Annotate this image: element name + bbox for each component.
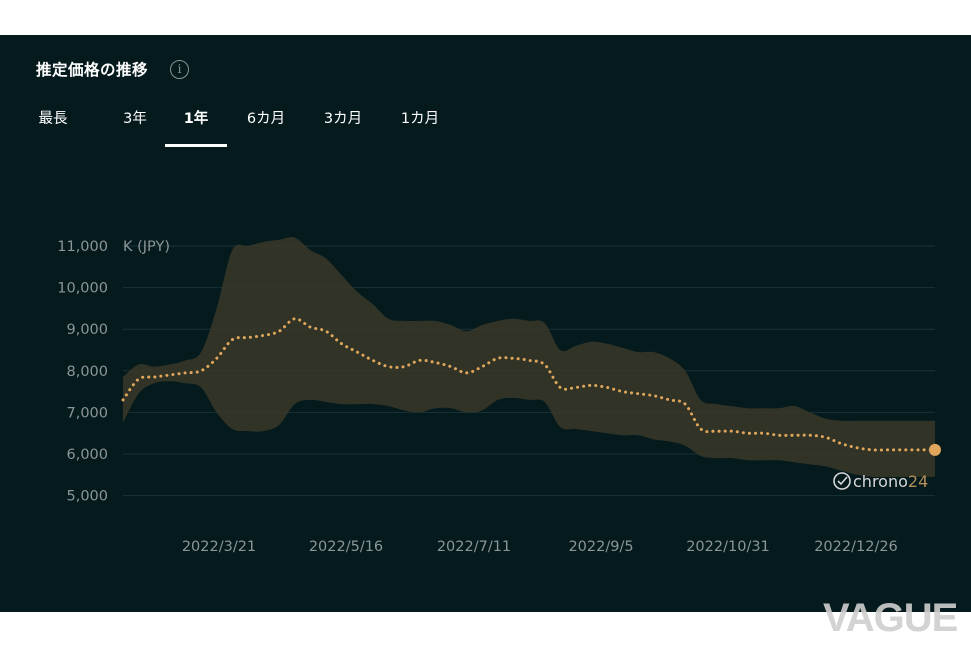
chrono24-text: chrono24 xyxy=(853,472,928,491)
chrono24-clock-icon xyxy=(833,472,851,490)
y-tick-label: 9,000 xyxy=(66,322,108,338)
x-tick-label: 2022/3/21 xyxy=(182,539,256,555)
tab-2[interactable]: 1年 xyxy=(165,103,227,147)
estimate-range-band xyxy=(123,237,935,478)
latest-price-dot xyxy=(929,443,941,456)
tab-1[interactable]: 3年 xyxy=(123,111,147,127)
y-tick-label: 7,000 xyxy=(66,405,108,421)
tab-0[interactable]: 最長 xyxy=(38,111,68,127)
x-tick-label: 2022/7/11 xyxy=(437,539,511,555)
price-line xyxy=(121,317,937,452)
panel-title: 推定価格の推移 xyxy=(36,61,149,79)
y-tick-label: 6,000 xyxy=(66,447,108,463)
tab-4[interactable]: 3カ月 xyxy=(323,111,363,127)
x-tick-label: 2022/9/5 xyxy=(568,539,633,555)
y-tick-label: 5,000 xyxy=(66,489,108,505)
y-tick-label: 8,000 xyxy=(66,364,108,380)
vague-watermark: VAGUE xyxy=(823,596,958,640)
x-tick-label: 2022/5/16 xyxy=(309,539,383,555)
y-axis-unit-label: K (JPY) xyxy=(123,239,170,255)
tab-5[interactable]: 1カ月 xyxy=(400,111,440,127)
info-icon[interactable]: i xyxy=(170,59,190,79)
x-tick-label: 2022/12/26 xyxy=(814,539,898,555)
y-tick-label: 10,000 xyxy=(57,281,108,297)
price-history-panel: 推定価格の推移 i 最長 3年 1年 6カ月 3カ月 1カ月 xyxy=(0,35,971,612)
tab-3[interactable]: 6カ月 xyxy=(246,111,286,127)
x-tick-label: 2022/10/31 xyxy=(686,539,770,555)
title-row: 推定価格の推移 i xyxy=(36,57,190,81)
chrono24-check-mark xyxy=(837,476,848,486)
y-tick-label: 11,000 xyxy=(57,239,108,255)
chrono24-logo: chrono24 xyxy=(833,472,928,491)
